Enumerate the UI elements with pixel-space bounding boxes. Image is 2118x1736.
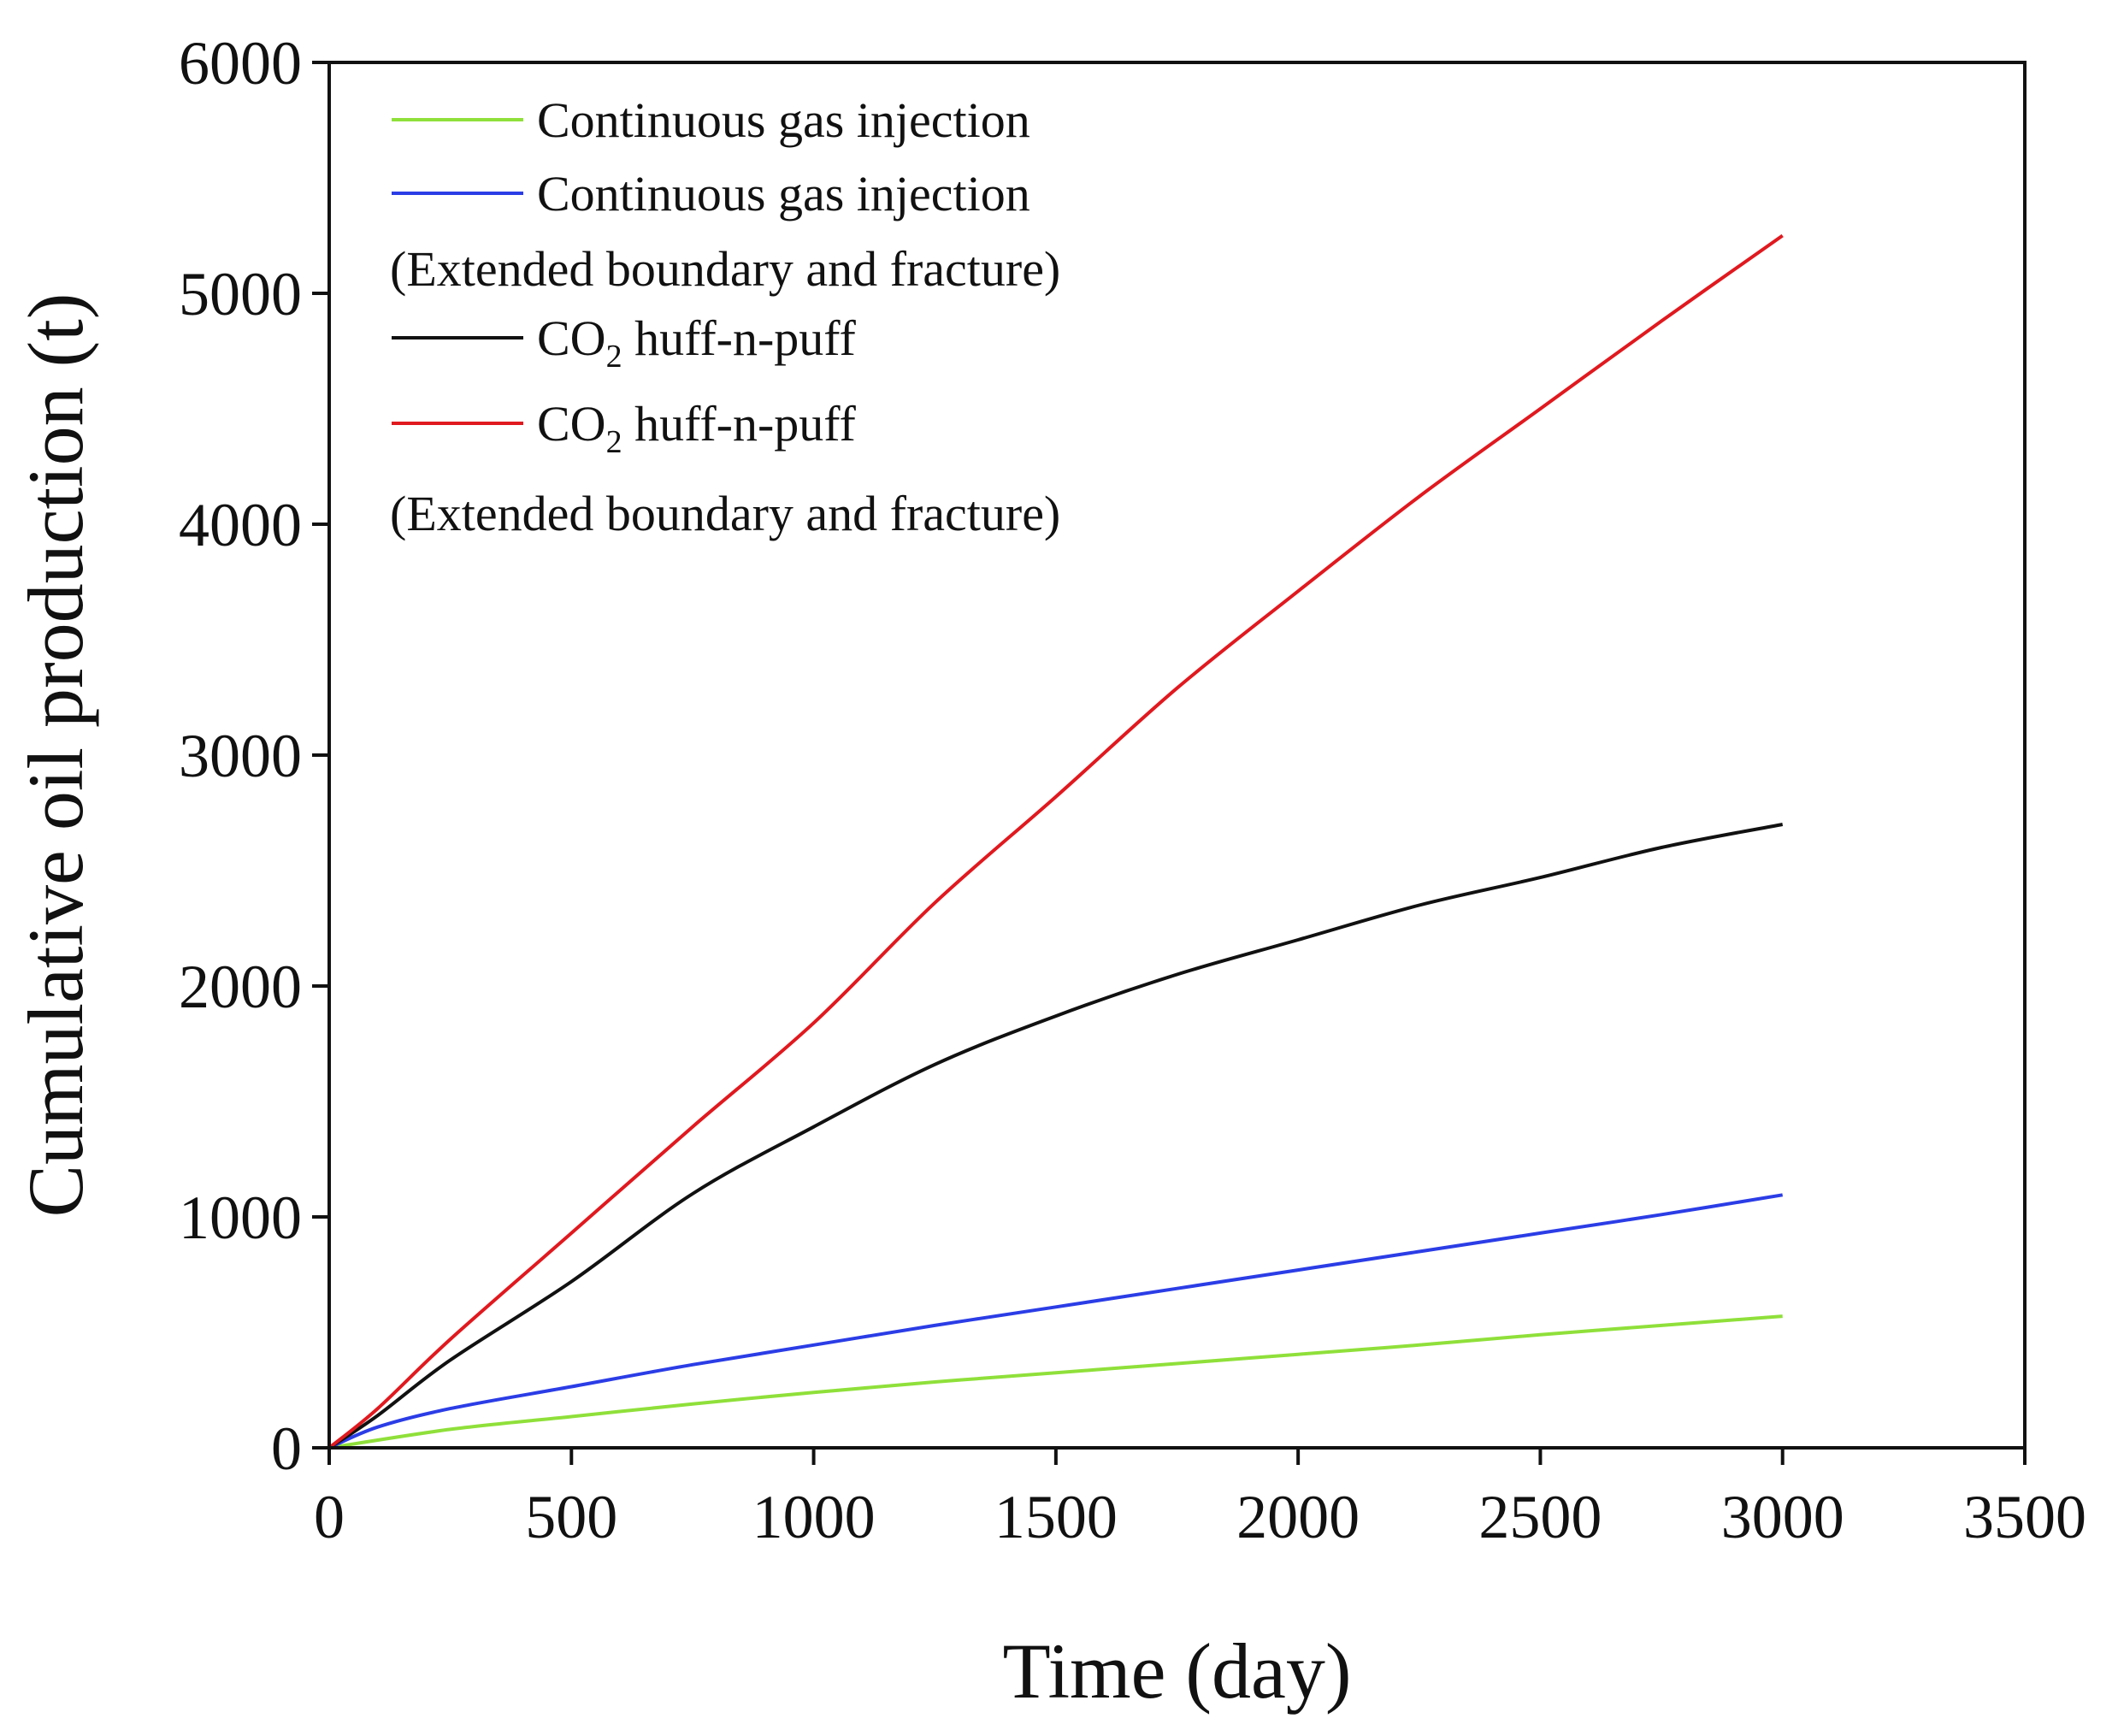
y-tick-label: 6000: [179, 29, 302, 97]
x-axis: 0 500 1000 1500 2000 2500 3000 3500: [314, 1448, 2086, 1551]
legend-label-co2-huff-n-puff-extended: CO2 huff-n-puff: [537, 396, 857, 460]
y-tick-label: 2000: [179, 953, 302, 1021]
legend-subscript-2: 2: [606, 339, 622, 375]
x-tick-label: 1500: [994, 1483, 1118, 1551]
legend-label-co2-huff-n-puff: CO2 huff-n-puff: [537, 310, 857, 375]
y-tick-label: 4000: [179, 491, 302, 559]
x-tick-label: 2500: [1478, 1483, 1602, 1551]
x-tick-label: 0: [314, 1483, 345, 1551]
x-tick-label: 3500: [1963, 1483, 2086, 1551]
legend-co-text: CO: [537, 396, 606, 452]
series-line-0: [328, 1314, 1783, 1450]
legend-subscript-2: 2: [606, 424, 622, 460]
series-line-1: [328, 1193, 1784, 1450]
legend-label-extended-boundary-2: (Extended boundary and fracture): [390, 486, 1060, 541]
legend-huff-text: huff-n-puff: [622, 396, 857, 452]
series-layer: [327, 233, 1784, 1450]
y-axis-title: Cumulative oil production (t): [12, 293, 99, 1218]
legend-label-continuous-gas-injection: Continuous gas injection: [537, 92, 1030, 148]
y-tick-label: 1000: [179, 1184, 302, 1252]
series-line-2: [327, 823, 1784, 1450]
y-tick-label: 3000: [179, 722, 302, 790]
x-tick-label: 500: [525, 1483, 617, 1551]
legend-huff-text: huff-n-puff: [622, 310, 857, 366]
y-axis: 0 1000 2000 3000 4000 5000 6000: [179, 29, 329, 1483]
series-line-3: [327, 233, 1784, 1450]
x-tick-label: 2000: [1236, 1483, 1360, 1551]
legend: Continuous gas injection Continuous gas …: [390, 92, 1060, 541]
y-tick-label: 0: [271, 1414, 302, 1483]
x-tick-label: 1000: [752, 1483, 876, 1551]
legend-co-text: CO: [537, 310, 606, 366]
legend-label-extended-boundary-1: (Extended boundary and fracture): [390, 241, 1060, 297]
legend-label-continuous-gas-injection-extended: Continuous gas injection: [537, 166, 1030, 221]
y-tick-label: 5000: [179, 260, 302, 328]
x-axis-title: Time (day): [1002, 1627, 1351, 1715]
x-tick-label: 3000: [1721, 1483, 1844, 1551]
